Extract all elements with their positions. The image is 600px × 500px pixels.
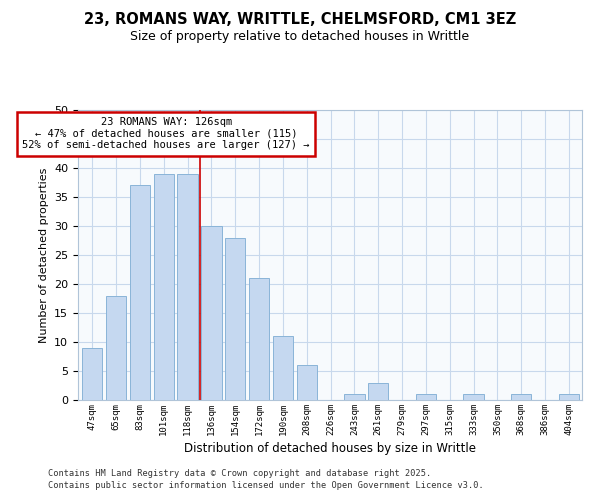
Bar — [154, 174, 174, 400]
Bar — [178, 174, 198, 400]
Bar — [511, 394, 532, 400]
Text: Contains HM Land Registry data © Crown copyright and database right 2025.: Contains HM Land Registry data © Crown c… — [48, 468, 431, 477]
Text: 23, ROMANS WAY, WRITTLE, CHELMSFORD, CM1 3EZ: 23, ROMANS WAY, WRITTLE, CHELMSFORD, CM1… — [84, 12, 516, 28]
Text: Size of property relative to detached houses in Writtle: Size of property relative to detached ho… — [130, 30, 470, 43]
Bar — [559, 394, 579, 400]
Bar — [273, 336, 293, 400]
Bar — [296, 365, 317, 400]
Bar — [463, 394, 484, 400]
Bar — [225, 238, 245, 400]
Bar — [202, 226, 221, 400]
Bar — [249, 278, 269, 400]
Bar — [368, 382, 388, 400]
Bar — [416, 394, 436, 400]
X-axis label: Distribution of detached houses by size in Writtle: Distribution of detached houses by size … — [184, 442, 476, 455]
Text: 23 ROMANS WAY: 126sqm
← 47% of detached houses are smaller (115)
52% of semi-det: 23 ROMANS WAY: 126sqm ← 47% of detached … — [22, 117, 310, 150]
Bar — [344, 394, 365, 400]
Text: Contains public sector information licensed under the Open Government Licence v3: Contains public sector information licen… — [48, 481, 484, 490]
Y-axis label: Number of detached properties: Number of detached properties — [38, 168, 49, 342]
Bar — [106, 296, 126, 400]
Bar — [130, 186, 150, 400]
Bar — [82, 348, 103, 400]
